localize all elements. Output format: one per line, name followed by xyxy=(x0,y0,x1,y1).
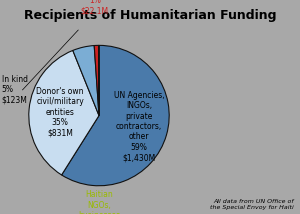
Text: In kind
5%
$123M: In kind 5% $123M xyxy=(2,75,28,105)
Text: Recipients of Humanitarian Funding: Recipients of Humanitarian Funding xyxy=(24,9,276,22)
Text: Haitian
NGOs,
businesses
0.09%
$2.3M: Haitian NGOs, businesses 0.09% $2.3M xyxy=(78,190,120,214)
Text: Government
of Haiti
1%
$22.1M: Government of Haiti 1% $22.1M xyxy=(71,0,118,15)
Text: UN Agencies,
INGOs,
private
contractors,
other
59%
$1,430M: UN Agencies, INGOs, private contractors,… xyxy=(114,91,164,162)
Wedge shape xyxy=(94,45,99,116)
Wedge shape xyxy=(29,51,99,175)
Text: All data from UN Office of
the Special Envoy for Haiti: All data from UN Office of the Special E… xyxy=(210,199,294,210)
Text: Donor's own
civil/military
entities
35%
$831M: Donor's own civil/military entities 35% … xyxy=(36,87,84,138)
Wedge shape xyxy=(61,45,169,186)
Wedge shape xyxy=(73,46,99,116)
